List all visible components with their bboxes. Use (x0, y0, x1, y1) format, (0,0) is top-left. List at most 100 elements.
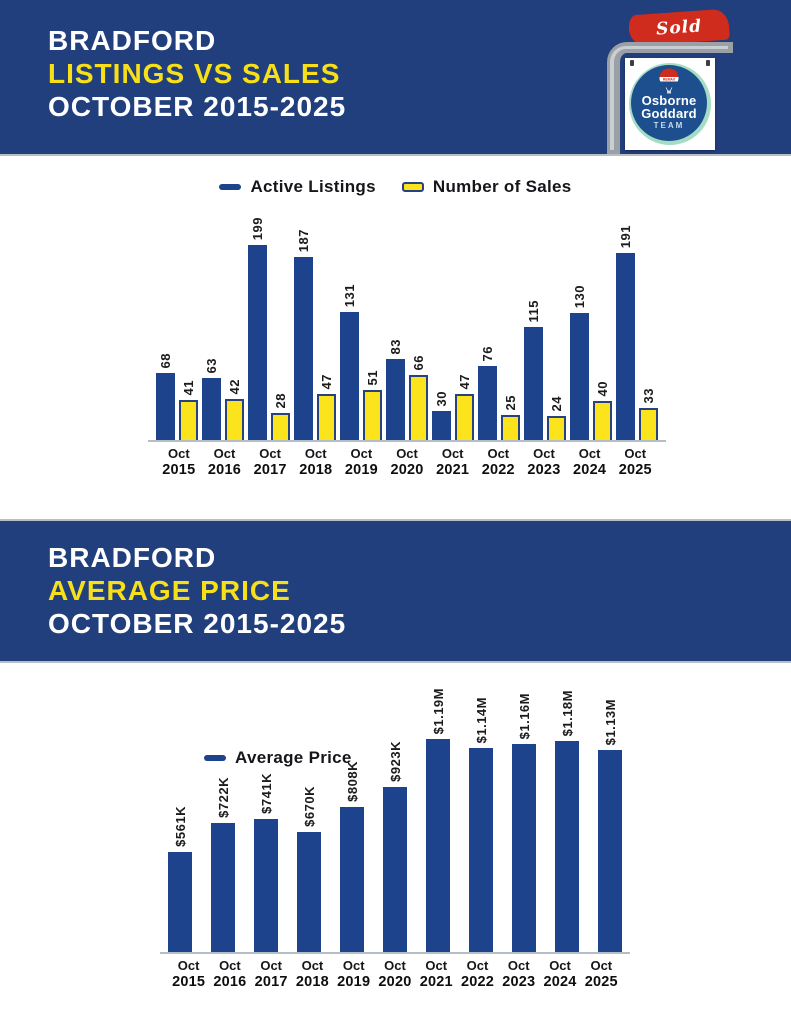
x-tick-year: 2016 (207, 462, 241, 478)
value-label: 199 (250, 216, 265, 240)
x-tick-label: Oct 2023 (498, 958, 539, 990)
value-label: 131 (342, 283, 357, 307)
x-tick-month: Oct (342, 958, 365, 973)
bar-average-price (340, 807, 364, 952)
x-tick-label: Oct 2016 (209, 958, 250, 990)
bar-active-listings (156, 373, 175, 440)
remax-sign-logo: Sold REMAX (599, 6, 779, 154)
x-tick-label: Oct 2017 (247, 446, 293, 478)
bar-group-oct-2015: $561K (168, 806, 192, 952)
bar-group-oct-2024: $1.18M (555, 690, 579, 952)
bar-group-oct-2021: $1.19M (426, 688, 450, 952)
x-tick-month: Oct (384, 958, 406, 973)
x-tick-year: 2020 (378, 974, 412, 990)
value-label: 51 (365, 369, 380, 385)
x-tick-month: Oct (507, 958, 530, 973)
bar-with-label: $923K (383, 741, 407, 952)
bar-group-oct-2017: $741K (254, 773, 278, 952)
chart2-x-axis-labels: Oct 2015 Oct 2016 Oct 2017 Oct 2018 Oct 2019 Oct 20… (160, 954, 630, 990)
bar-group-oct-2017: 199 28 (248, 217, 290, 440)
x-tick-month: Oct (396, 446, 418, 461)
x-tick-year: 2024 (543, 974, 577, 990)
bar-group-oct-2024: 130 40 (570, 285, 612, 440)
bar-average-price (598, 750, 622, 952)
page-title-average-price: BRADFORD AVERAGE PRICE OCTOBER 2015-2025 (48, 541, 346, 640)
value-label: 83 (388, 338, 403, 354)
bar-number-of-sales (363, 390, 382, 440)
page-title-listings: BRADFORD LISTINGS VS SALES OCTOBER 2015-… (48, 24, 346, 123)
bar-average-price (211, 823, 235, 952)
value-label: 191 (618, 224, 633, 248)
x-tick-year: 2022 (481, 462, 515, 478)
x-tick-label: Oct 2021 (430, 446, 476, 478)
legend-label: Active Listings (250, 177, 376, 196)
bar-with-label: 68 (156, 353, 175, 440)
x-tick-label: Oct 2021 (416, 958, 457, 990)
x-tick-year: 2018 (295, 974, 329, 990)
x-tick-label: Oct 2018 (292, 958, 333, 990)
bar-group-oct-2025: $1.13M (598, 699, 622, 952)
legend-item-active-listings: Active Listings (219, 177, 376, 197)
bar-with-label: 199 (248, 217, 267, 440)
bar-with-label: $561K (168, 806, 192, 952)
value-label: 28 (273, 392, 288, 408)
bar-with-label: $741K (254, 773, 278, 952)
bar-group-oct-2016: $722K (211, 777, 235, 952)
x-tick-month: Oct (590, 958, 613, 973)
bar-active-listings (340, 312, 359, 440)
sign-post-highlight (610, 46, 728, 150)
value-label: 63 (204, 357, 219, 373)
sign-board: REMAX Osborne Goddard TEAM (625, 58, 715, 150)
x-tick-label: Oct 2017 (251, 958, 292, 990)
average-price-swatch-icon (204, 755, 226, 761)
title-period: OCTOBER 2015-2025 (48, 91, 347, 122)
chart2-legend: Average Price (204, 748, 352, 768)
bar-number-of-sales (455, 394, 474, 440)
bar-with-label: 30 (432, 391, 451, 440)
x-tick-year: 2021 (436, 462, 470, 478)
x-tick-month: Oct (167, 446, 190, 461)
x-tick-label: Oct 2024 (539, 958, 580, 990)
team-circle-ring: REMAX Osborne Goddard TEAM (629, 63, 711, 145)
x-tick-month: Oct (487, 446, 510, 461)
bar-group-oct-2023: 115 24 (524, 300, 566, 440)
bar-with-label: 28 (271, 393, 290, 440)
bar-active-listings (524, 327, 543, 440)
bar-number-of-sales (501, 415, 520, 440)
bar-group-oct-2022: 76 25 (478, 346, 520, 440)
x-tick-label: Oct 2020 (374, 958, 415, 990)
bar-group-oct-2025: 191 33 (616, 225, 658, 440)
bar-average-price (254, 819, 278, 952)
x-tick-month: Oct (533, 446, 555, 461)
chart1-x-axis-labels: Oct 2015 Oct 2016 Oct 2017 Oct 2018 Oct 2019 Oct 20… (148, 442, 666, 478)
number-of-sales-swatch-icon (401, 182, 424, 192)
x-tick-year: 2015 (172, 974, 206, 990)
bar-with-label: $722K (211, 777, 235, 952)
bar-number-of-sales (271, 413, 290, 440)
bar-active-listings (616, 253, 635, 440)
sign-pin-icon (630, 60, 634, 66)
x-tick-label: Oct 2015 (168, 958, 209, 990)
value-label: 115 (526, 299, 541, 322)
bar-with-label: 47 (317, 374, 336, 440)
value-label: $741K (258, 773, 274, 814)
bar-average-price (555, 741, 579, 952)
bar-with-label: 130 (570, 285, 589, 440)
sign-pin-icon (706, 60, 710, 66)
x-tick-year: 2023 (527, 462, 561, 478)
chart2-plot-area: $561K $722K $741K $670K $808K $923K $1.19M $1.1… (160, 677, 630, 954)
x-tick-month: Oct (260, 958, 282, 973)
bar-number-of-sales (547, 416, 566, 440)
bar-group-oct-2015: 68 41 (156, 353, 198, 440)
title-subject: LISTINGS VS SALES (48, 58, 341, 89)
x-tick-year: 2017 (253, 462, 287, 478)
bar-with-label: $1.13M (598, 699, 622, 952)
x-tick-month: Oct (425, 958, 448, 973)
chart1-legend: Active Listings Number of Sales (0, 158, 791, 198)
x-tick-label: Oct 2020 (384, 446, 430, 478)
value-label: 47 (457, 373, 472, 389)
value-label: $722K (215, 777, 231, 818)
bar-average-price (297, 832, 321, 952)
x-tick-month: Oct (441, 446, 464, 461)
bar-with-label: 76 (478, 346, 497, 440)
